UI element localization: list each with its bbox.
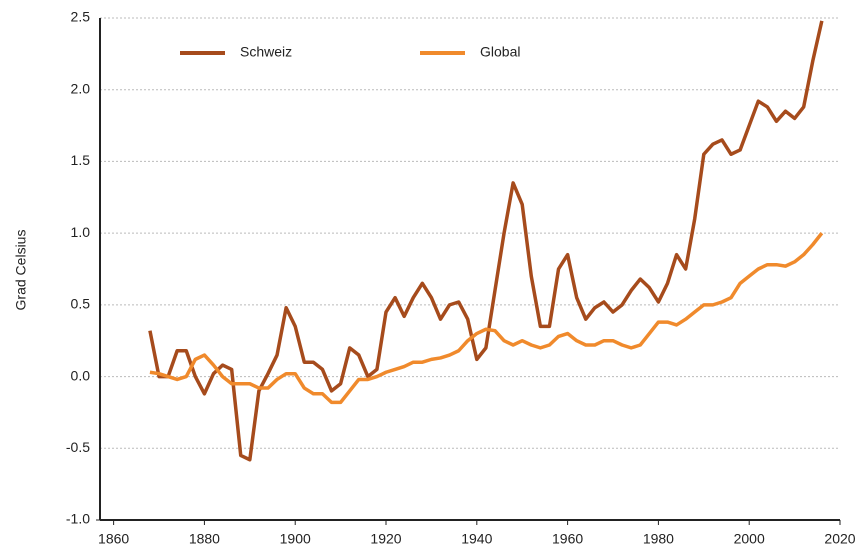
y-tick-label: -1.0 <box>66 511 90 527</box>
x-tick-label: 1940 <box>461 531 492 547</box>
x-tick-label: 1920 <box>370 531 401 547</box>
x-tick-label: 1980 <box>643 531 674 547</box>
y-tick-label: 2.0 <box>71 80 91 96</box>
y-tick-label: 0.5 <box>71 296 91 312</box>
x-tick-label: 2020 <box>824 531 855 547</box>
y-tick-label: 2.5 <box>71 9 91 25</box>
x-tick-label: 1860 <box>98 531 129 547</box>
y-tick-label: 0.0 <box>71 367 91 383</box>
x-tick-label: 1900 <box>280 531 311 547</box>
y-tick-label: 1.0 <box>71 224 91 240</box>
series-line <box>148 20 824 462</box>
legend-label: Global <box>480 44 520 60</box>
x-tick-label: 1960 <box>552 531 583 547</box>
series-line <box>149 232 824 405</box>
x-tick-label: 2000 <box>734 531 765 547</box>
legend-label: Schweiz <box>240 44 292 60</box>
y-tick-label: -0.5 <box>66 439 90 455</box>
y-tick-label: 1.5 <box>71 152 91 168</box>
y-axis-label: Grad Celsius <box>13 230 29 311</box>
x-tick-label: 1880 <box>189 531 220 547</box>
